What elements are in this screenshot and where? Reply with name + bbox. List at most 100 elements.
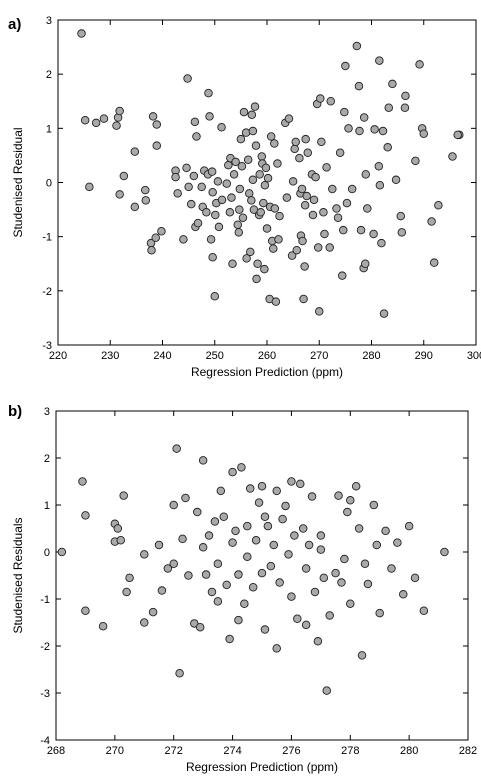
data-point <box>375 608 384 618</box>
x-tick-label: 276 <box>282 745 300 757</box>
y-tick-label: 0 <box>44 547 50 559</box>
data-point <box>140 550 149 559</box>
data-point <box>388 79 397 89</box>
data-point <box>378 126 388 136</box>
data-point <box>363 579 373 589</box>
data-point <box>211 210 220 220</box>
data-point <box>260 264 269 274</box>
data-point <box>399 590 408 599</box>
data-point <box>243 155 253 164</box>
data-point <box>295 153 304 163</box>
data-point <box>228 467 237 477</box>
x-tick-label: 240 <box>153 350 171 362</box>
data-point <box>204 88 213 98</box>
data-point <box>317 137 326 147</box>
data-point <box>310 587 320 597</box>
data-point <box>315 307 324 316</box>
data-point <box>391 175 401 185</box>
data-point <box>228 538 237 547</box>
data-point <box>247 196 256 205</box>
data-point <box>172 444 181 453</box>
data-point <box>207 587 217 597</box>
data-point <box>304 540 314 550</box>
data-point <box>140 618 149 627</box>
data-point <box>163 564 173 573</box>
data-point <box>202 208 211 217</box>
data-point <box>255 170 264 179</box>
data-point <box>214 222 224 232</box>
x-tick-label: 260 <box>258 350 276 362</box>
data-point <box>284 114 294 123</box>
data-point <box>272 644 281 653</box>
data-point <box>341 61 350 71</box>
data-point <box>340 107 349 117</box>
data-point <box>429 258 439 267</box>
y-tick-label: 0 <box>46 178 52 190</box>
data-point <box>184 571 193 580</box>
data-point <box>363 204 372 213</box>
data-point <box>282 193 292 202</box>
data-point <box>301 564 311 573</box>
data-point <box>208 187 217 197</box>
data-point <box>235 205 244 214</box>
data-point <box>195 622 205 632</box>
data-point <box>383 143 392 152</box>
data-point <box>356 225 366 235</box>
data-point <box>273 159 282 168</box>
data-point <box>263 173 273 183</box>
data-point <box>440 547 449 557</box>
data-point <box>270 204 280 213</box>
data-point <box>343 507 352 517</box>
data-point <box>91 118 101 128</box>
data-point <box>236 134 246 144</box>
data-point <box>238 213 248 222</box>
data-point <box>152 141 162 150</box>
data-point <box>369 500 379 510</box>
data-point <box>374 161 384 171</box>
data-point <box>151 233 160 242</box>
data-point <box>130 202 140 212</box>
data-point <box>213 597 223 606</box>
data-point <box>234 570 243 579</box>
data-point <box>256 208 265 217</box>
data-point <box>328 184 337 194</box>
data-point <box>396 211 406 221</box>
data-point <box>316 531 326 540</box>
data-point <box>333 213 343 222</box>
data-point <box>57 547 67 557</box>
data-point <box>260 180 270 190</box>
data-point <box>248 175 258 185</box>
data-point <box>193 218 203 228</box>
data-point <box>377 238 386 248</box>
data-point <box>204 531 214 540</box>
data-point <box>346 599 355 608</box>
data-point <box>113 524 123 533</box>
data-point <box>411 156 420 166</box>
data-point <box>375 56 384 65</box>
data-point <box>401 91 410 101</box>
data-point <box>237 161 247 171</box>
data-point <box>213 559 223 569</box>
data-point <box>251 536 261 545</box>
data-point <box>266 561 276 571</box>
y-tick-label: 2 <box>44 453 50 465</box>
data-point <box>157 226 166 236</box>
data-point <box>291 137 300 147</box>
data-point <box>190 117 200 127</box>
data-point <box>248 126 258 136</box>
data-point <box>381 526 390 536</box>
panel-label: b) <box>8 403 22 420</box>
data-point <box>322 163 331 172</box>
data-point <box>181 493 190 503</box>
data-point <box>298 236 307 246</box>
data-point <box>219 512 228 522</box>
data-point <box>231 526 240 536</box>
data-point <box>354 81 364 91</box>
data-point <box>116 536 125 545</box>
y-tick-label: -1 <box>40 594 50 606</box>
plot-frame <box>55 410 469 741</box>
data-point <box>251 141 261 150</box>
data-point <box>207 167 217 176</box>
data-point <box>184 182 193 192</box>
data-point <box>186 199 196 209</box>
